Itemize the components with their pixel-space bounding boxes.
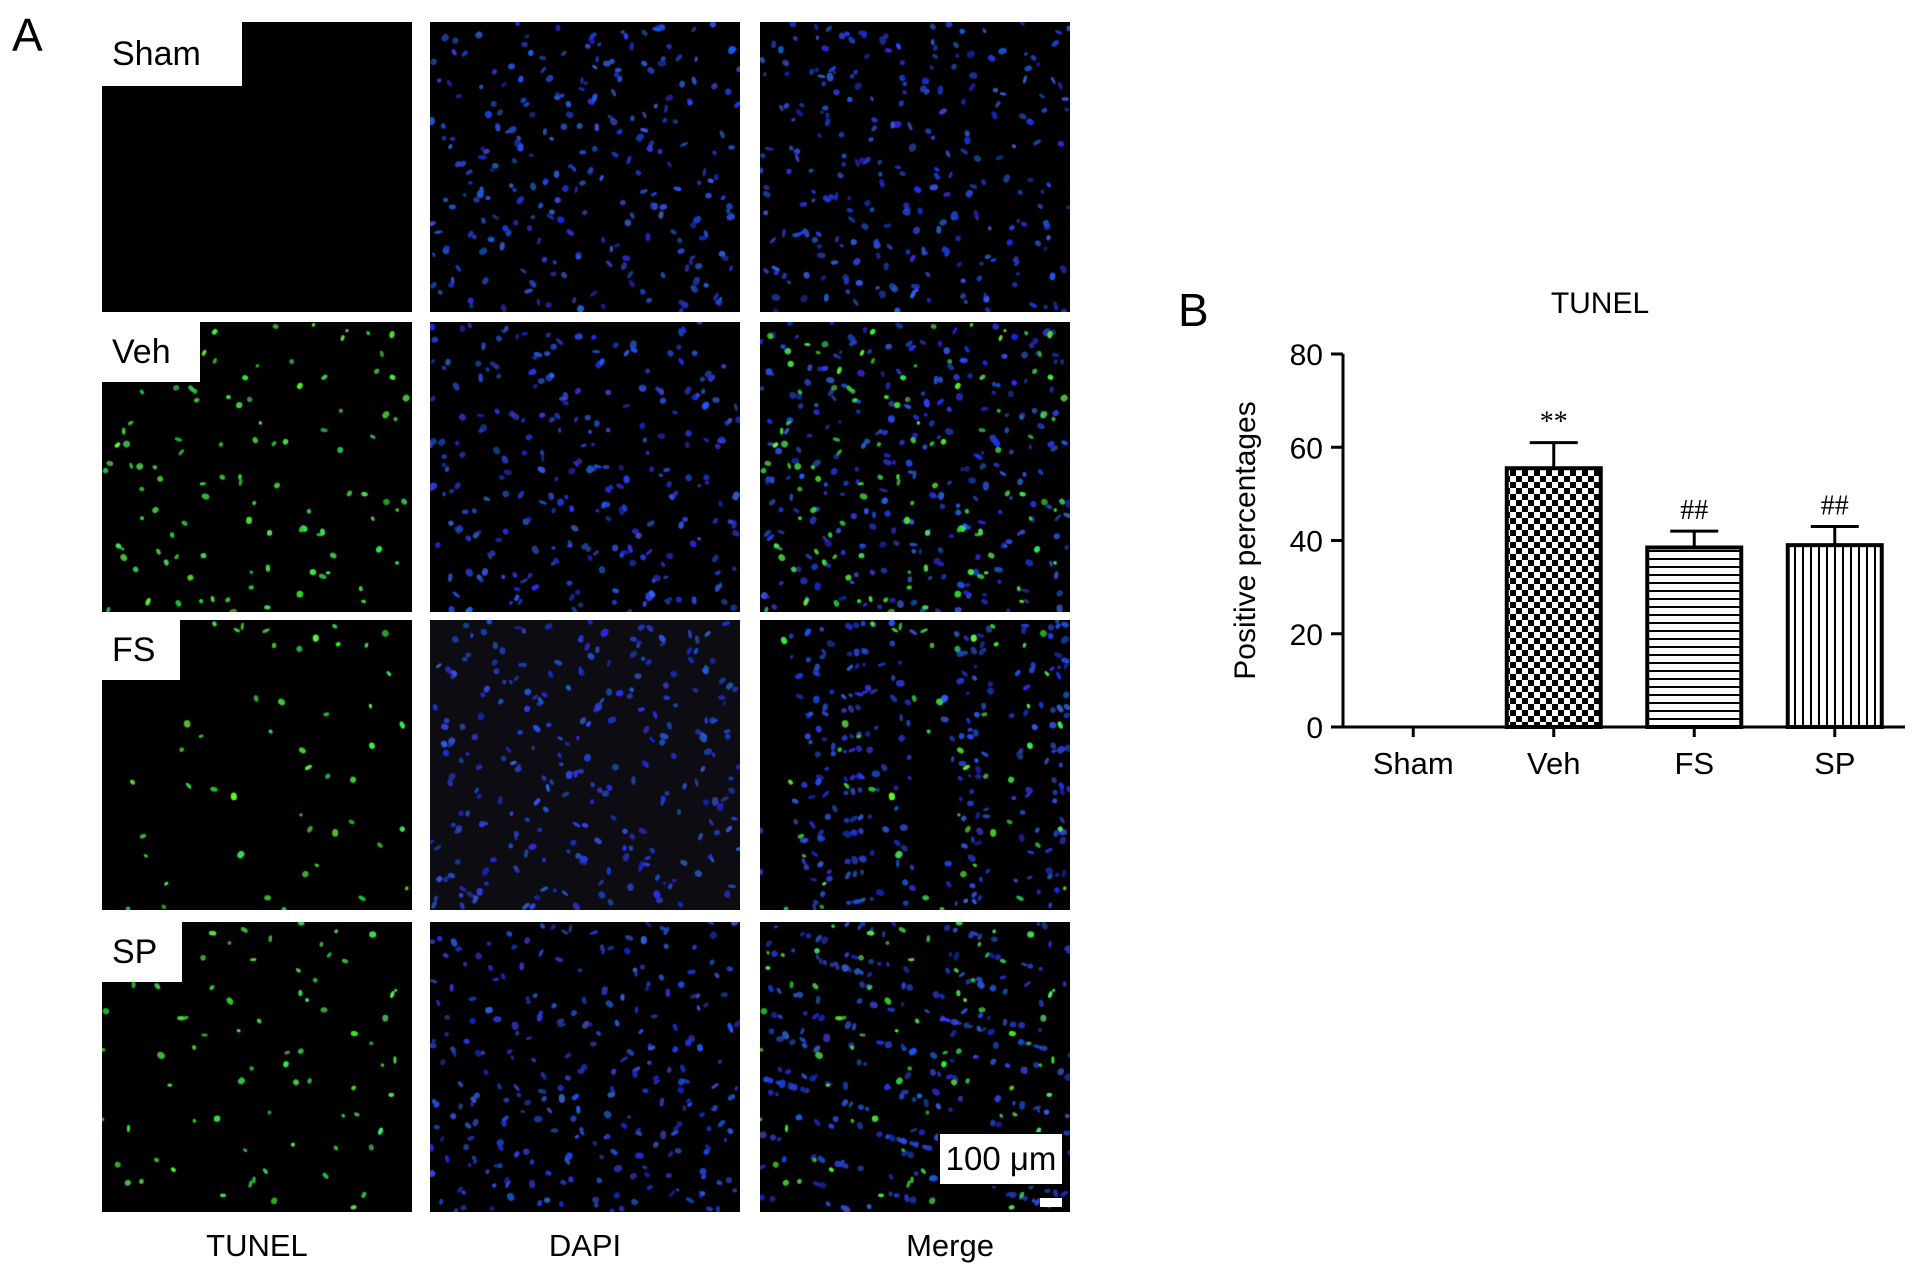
micrograph-veh-merge — [760, 322, 1070, 612]
y-axis-label: Positive percentages — [1229, 401, 1262, 680]
row-label-fs: FS — [102, 620, 180, 680]
significance-veh: ** — [1540, 407, 1568, 438]
row-label-veh: Veh — [102, 322, 200, 382]
row-label-sham: Sham — [102, 22, 242, 86]
micrograph-sp-dapi — [430, 922, 740, 1212]
y-tick-label: 20 — [1290, 619, 1323, 652]
micrograph-sham-dapi — [430, 22, 740, 312]
x-tick-label-sp: SP — [1814, 746, 1855, 781]
y-tick-label: 80 — [1290, 339, 1323, 372]
panel-b-letter: B — [1178, 284, 1209, 336]
micrograph-sp-merge — [760, 922, 1070, 1212]
significance-sp: ## — [1821, 491, 1849, 522]
micrograph-fs-dapi — [430, 620, 740, 910]
column-label-tunel: TUNEL — [206, 1228, 308, 1263]
y-tick-label: 0 — [1306, 712, 1323, 745]
micrograph-sp-tunel: SP — [102, 922, 412, 1212]
x-tick-label-fs: FS — [1674, 746, 1714, 781]
scale-bar — [1040, 1198, 1062, 1207]
bar-sp — [1785, 543, 1884, 729]
significance-fs: ## — [1680, 495, 1708, 526]
panel-a-letter: A — [12, 9, 43, 61]
micrograph-fs-tunel: FS — [102, 620, 412, 910]
x-tick-label-veh: Veh — [1527, 746, 1580, 781]
micrograph-sham-tunel: Sham — [102, 22, 412, 312]
micrograph-sham-merge — [760, 22, 1070, 312]
micrograph-veh-tunel: Veh — [102, 322, 412, 612]
column-label-dapi: DAPI — [548, 1228, 622, 1263]
micrograph-fs-merge — [760, 620, 1070, 910]
y-tick-label: 40 — [1290, 526, 1323, 559]
column-label-merge: Merge — [906, 1228, 994, 1263]
micrograph-veh-dapi — [430, 322, 740, 612]
row-label-sp: SP — [102, 922, 182, 982]
scale-bar-label: 100 μm — [938, 1132, 1064, 1186]
y-tick-label: 60 — [1290, 432, 1323, 465]
bar-fs — [1645, 545, 1744, 729]
x-tick-label-sham: Sham — [1373, 746, 1454, 781]
tunel-bar-chart: TUNEL Positive percentages 0 20 40 60 80 Sham Ve… — [1229, 287, 1905, 781]
bar-veh — [1504, 466, 1603, 729]
chart-title: TUNEL — [1551, 287, 1649, 320]
